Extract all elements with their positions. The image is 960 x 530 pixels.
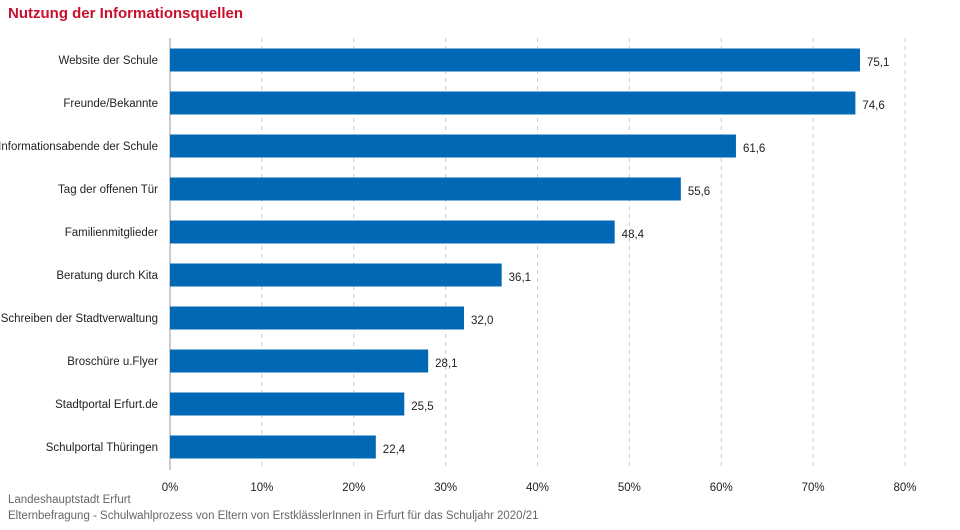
chart-title: Nutzung der Informationsquellen	[8, 5, 243, 22]
value-labels: 75,1 74,6 61,6 55,6 48,4 36,1 32,0 28,1 25,5 22,4	[383, 57, 890, 456]
category-label: Website der Schule	[58, 55, 158, 67]
category-label: Schulportal Thüringen	[46, 442, 158, 454]
category-label: Familienmitglieder	[65, 227, 158, 239]
category-label: Informationsabende der Schule	[0, 141, 158, 153]
value-label: 36,1	[509, 272, 531, 284]
category-label: Freunde/Bekannte	[63, 98, 158, 110]
bar	[170, 134, 736, 158]
category-label: Stadtportal Erfurt.de	[55, 399, 158, 411]
category-labels: Website der Schule Freunde/Bekannte Inform…	[0, 55, 159, 454]
bar	[170, 263, 502, 287]
x-tick-label: 10%	[250, 482, 273, 494]
value-label: 25,5	[411, 401, 433, 413]
x-tick-label: 40%	[526, 482, 549, 494]
bar	[170, 177, 681, 201]
bar	[170, 392, 405, 416]
source-line-2: Elternbefragung - Schulwahlprozess von E…	[8, 510, 539, 522]
x-tick-label: 30%	[434, 482, 457, 494]
value-label: 55,6	[688, 186, 710, 198]
x-tick-label: 50%	[618, 482, 641, 494]
bar	[170, 435, 376, 459]
x-tick-label: 80%	[893, 482, 916, 494]
bar	[170, 91, 856, 115]
value-label: 75,1	[867, 57, 889, 69]
value-label: 28,1	[435, 358, 457, 370]
value-label: 74,6	[862, 100, 884, 112]
category-label: Beratung durch Kita	[56, 270, 158, 282]
source-line-1: Landeshauptstadt Erfurt	[8, 494, 131, 506]
x-tick-label: 0%	[162, 482, 179, 494]
bar	[170, 220, 615, 244]
value-label: 48,4	[622, 229, 645, 241]
x-axis-ticks: 0% 10% 20% 30% 40% 50% 60% 70% 80%	[162, 482, 917, 494]
value-label: 61,6	[743, 143, 765, 155]
bars	[170, 48, 860, 459]
category-label: Schreiben der Stadtverwaltung	[1, 313, 158, 325]
x-tick-label: 60%	[710, 482, 733, 494]
value-label: 22,4	[383, 444, 406, 456]
bar	[170, 306, 464, 330]
category-label: Tag der offenen Tür	[58, 184, 158, 196]
bar	[170, 48, 860, 72]
category-label: Broschüre u.Flyer	[67, 356, 158, 368]
x-tick-label: 70%	[802, 482, 825, 494]
x-tick-label: 20%	[342, 482, 365, 494]
bar	[170, 349, 429, 373]
value-label: 32,0	[471, 315, 493, 327]
